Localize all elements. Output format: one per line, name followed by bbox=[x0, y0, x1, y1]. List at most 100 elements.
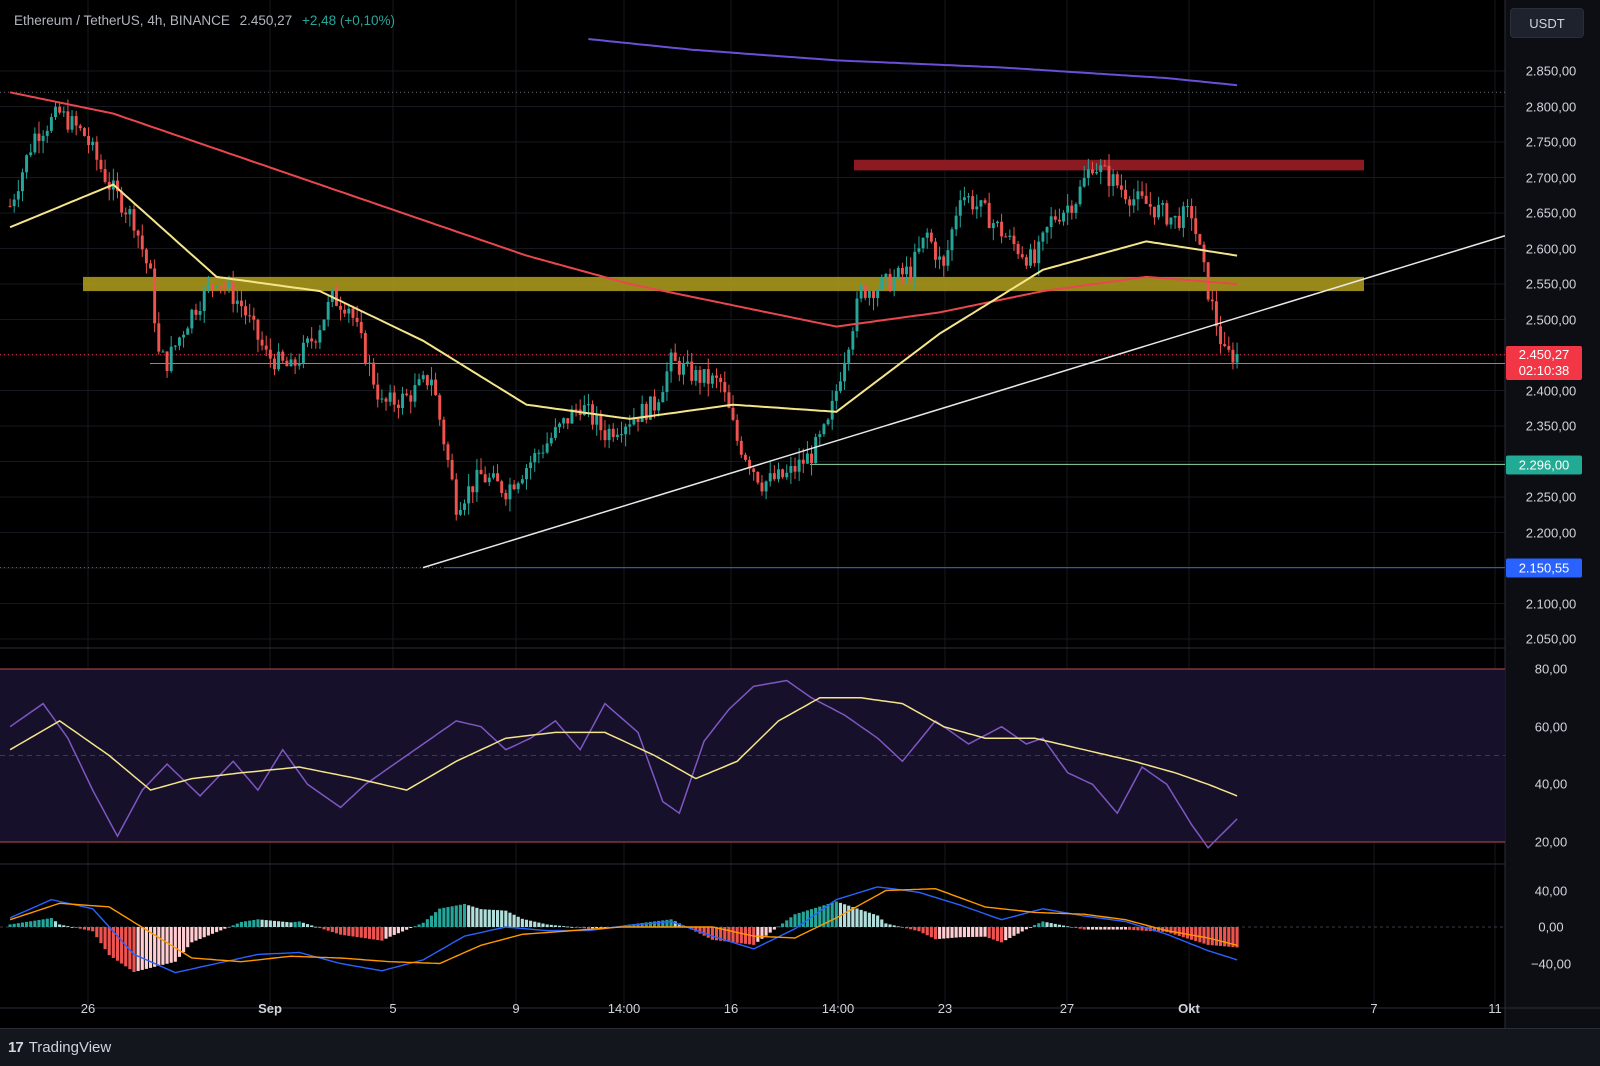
candle bbox=[62, 106, 66, 118]
candle-body bbox=[620, 434, 623, 436]
macd-histogram-bar bbox=[603, 927, 607, 928]
macd-histogram-bar bbox=[1066, 926, 1070, 928]
macd-histogram-bar bbox=[549, 924, 553, 927]
macd-histogram-bar bbox=[400, 927, 405, 932]
candle bbox=[1049, 207, 1053, 239]
macd-histogram-bar bbox=[830, 902, 834, 927]
macd-histogram-bar bbox=[946, 927, 950, 939]
candle bbox=[314, 339, 318, 349]
candle bbox=[620, 421, 623, 443]
candle-body bbox=[644, 403, 648, 420]
macd-histogram-bar bbox=[1223, 927, 1227, 947]
candle-body bbox=[847, 349, 851, 363]
macd-histogram-bar bbox=[198, 927, 202, 939]
candle-body bbox=[896, 267, 900, 278]
macd-histogram-bar bbox=[479, 909, 483, 927]
macd-histogram-bar bbox=[372, 927, 376, 940]
macd-histogram-bar bbox=[483, 909, 487, 927]
macd-histogram-bar bbox=[310, 925, 314, 927]
macd-histogram-bar bbox=[380, 927, 384, 941]
macd-histogram-bar bbox=[595, 927, 599, 929]
macd-histogram-bar bbox=[652, 921, 657, 927]
candle bbox=[983, 197, 987, 205]
candle bbox=[946, 239, 950, 272]
candle bbox=[706, 358, 710, 397]
candle bbox=[1115, 171, 1119, 189]
macd-histogram-bar bbox=[776, 926, 781, 928]
macd-histogram-bar bbox=[95, 927, 99, 938]
candle bbox=[219, 285, 223, 294]
candle-body bbox=[727, 392, 731, 408]
candle-body bbox=[1095, 171, 1099, 174]
macd-histogram-bar bbox=[99, 927, 103, 944]
candle bbox=[644, 401, 648, 424]
candle-body bbox=[140, 235, 144, 250]
macd-histogram-bar bbox=[409, 927, 413, 928]
macd-histogram-bar bbox=[289, 922, 293, 927]
candle bbox=[116, 172, 119, 199]
candle-body bbox=[950, 229, 954, 251]
candle bbox=[756, 471, 760, 485]
macd-histogram-bar bbox=[8, 924, 12, 927]
candle-body bbox=[582, 405, 586, 415]
candle-body bbox=[892, 277, 896, 291]
price-axis-label: 2.850,00 bbox=[1525, 63, 1577, 79]
macd-histogram-bar bbox=[1020, 927, 1024, 932]
macd-histogram-bar bbox=[636, 923, 640, 927]
candle-body bbox=[719, 377, 723, 383]
candle-body bbox=[657, 402, 661, 411]
candle bbox=[128, 205, 132, 227]
tradingview-logo-icon: 17 bbox=[8, 1039, 24, 1056]
price-axis-label: 2.750,00 bbox=[1525, 134, 1577, 150]
candle bbox=[49, 113, 53, 134]
candle-body bbox=[690, 361, 694, 381]
time-axis-label: 14:00 bbox=[607, 1001, 641, 1016]
currency-button[interactable]: USDT bbox=[1510, 8, 1584, 38]
macd-histogram-bar bbox=[359, 927, 363, 938]
macd-histogram-bar bbox=[921, 927, 925, 934]
candle-body bbox=[1227, 346, 1231, 350]
candle-body bbox=[1000, 221, 1004, 237]
macd-histogram-bar bbox=[814, 907, 818, 927]
candle-body bbox=[194, 309, 198, 315]
candle-body bbox=[1082, 177, 1086, 187]
macd-histogram-bar bbox=[438, 908, 442, 927]
macd-histogram-bar bbox=[231, 925, 235, 927]
candle bbox=[1024, 254, 1028, 270]
macd-histogram-bar bbox=[495, 910, 500, 927]
macd-histogram-bar bbox=[25, 921, 29, 927]
candle-body bbox=[702, 369, 706, 383]
candle bbox=[570, 405, 574, 424]
candle-body bbox=[553, 427, 557, 438]
candle bbox=[777, 462, 780, 483]
candle-body bbox=[607, 428, 611, 441]
macd-histogram bbox=[8, 901, 1239, 972]
candle-body bbox=[310, 338, 314, 342]
header-change: +2,48 (+0,10%) bbox=[301, 13, 396, 28]
candle bbox=[434, 372, 438, 396]
candle bbox=[768, 460, 772, 487]
candle bbox=[421, 370, 425, 383]
candle bbox=[173, 344, 177, 351]
macd-histogram-bar bbox=[425, 919, 429, 927]
candle bbox=[710, 372, 714, 389]
candle bbox=[512, 479, 516, 491]
macd-histogram-bar bbox=[876, 915, 880, 927]
macd-histogram-bar bbox=[727, 927, 731, 942]
candle-body bbox=[487, 477, 491, 483]
candle bbox=[33, 127, 37, 155]
macd-histogram-bar bbox=[500, 910, 504, 927]
last-price-value: 2.450,27 bbox=[1518, 347, 1570, 362]
candle-body bbox=[1066, 205, 1070, 213]
candle bbox=[202, 285, 206, 323]
candle bbox=[351, 305, 355, 326]
candle-body bbox=[603, 430, 607, 441]
tradingview-logo[interactable]: 17 TradingView bbox=[8, 1039, 111, 1056]
time-axis-label: 23 bbox=[937, 1001, 953, 1016]
candle-body bbox=[227, 282, 231, 288]
candle-body bbox=[95, 141, 99, 160]
candle-body bbox=[665, 371, 669, 393]
candle bbox=[690, 352, 694, 385]
macd-histogram-bar bbox=[714, 927, 719, 941]
